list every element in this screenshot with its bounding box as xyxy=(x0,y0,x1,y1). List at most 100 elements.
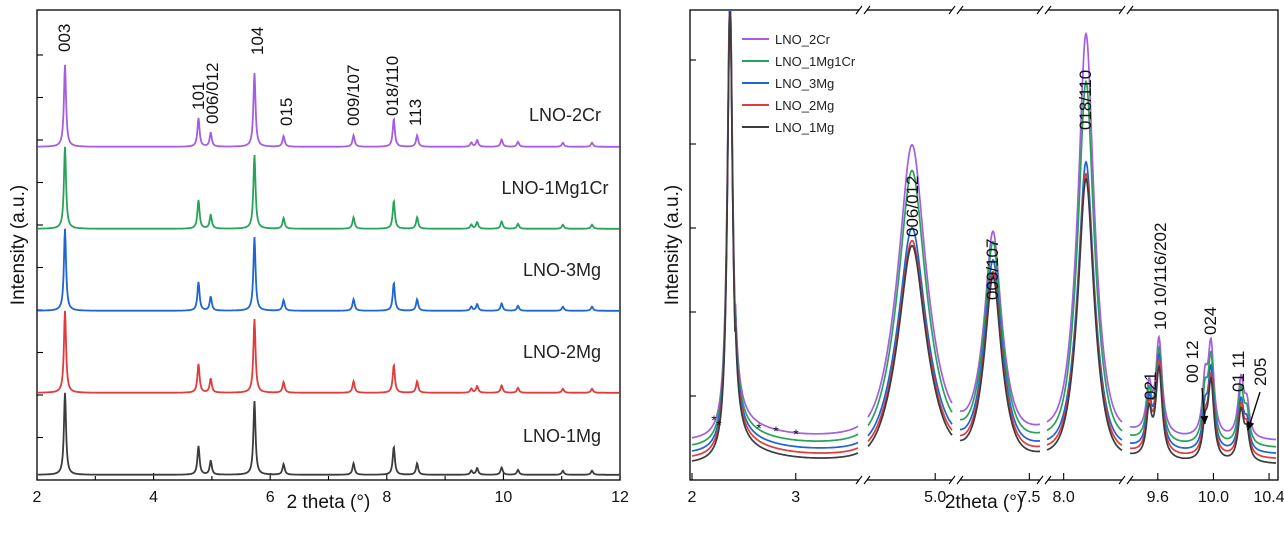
right-series-line xyxy=(959,275,1040,453)
axis-break-gap xyxy=(1122,7,1130,13)
axis-break-gap xyxy=(1040,7,1048,13)
impurity-asterisk: * xyxy=(716,417,722,433)
right-series-line xyxy=(1046,160,1123,441)
right-x-tick-label: 7.5 xyxy=(1018,489,1040,506)
right-panel: 2 3 5.0 7.5 8.0 9.6 10.0 10.4 2theta (°) Intensit… xyxy=(662,5,1284,513)
right-x-tick-label: 2 xyxy=(688,489,697,506)
axis-break-mark xyxy=(1118,475,1126,485)
left-y-axis-title: Intensity (a.u.) xyxy=(8,185,29,305)
left-peak-label: 006/012 xyxy=(203,63,222,124)
right-peak-label: 018/110 xyxy=(1076,70,1095,130)
left-peak-label: 003 xyxy=(55,24,74,52)
right-legend: LNO_2Cr LNO_1Mg1Cr LNO_3Mg LNO_2Mg LNO_1Mg xyxy=(742,32,856,135)
axis-break-mark xyxy=(863,5,871,15)
right-series-line xyxy=(959,240,1040,434)
axis-break-gap xyxy=(1040,477,1048,483)
right-series-line xyxy=(691,10,859,462)
axis-break-mark xyxy=(1044,475,1052,485)
axis-break-mark xyxy=(1036,475,1044,485)
right-series-line xyxy=(1129,363,1277,464)
axis-break-mark xyxy=(1126,5,1134,15)
right-peak-label: 00 12 xyxy=(1183,340,1202,383)
left-peak-label: 113 xyxy=(406,99,425,126)
right-series-line xyxy=(867,169,953,427)
left-x-axis-title: 2 theta (°) xyxy=(287,492,371,513)
left-sample-label: LNO-2Cr xyxy=(529,105,601,125)
left-series-line xyxy=(38,64,619,148)
right-x-tick-label: 8.0 xyxy=(1053,489,1075,506)
left-plot-frame xyxy=(36,9,621,481)
impurity-asterisk: * xyxy=(773,423,779,439)
right-series-line xyxy=(867,239,953,443)
right-plot-frame xyxy=(689,9,1279,481)
right-series-line xyxy=(1046,177,1123,452)
right-x-tick-label: 10.0 xyxy=(1198,489,1229,506)
right-x-tick-label: 10.4 xyxy=(1253,489,1284,506)
left-x-tick-label: 6 xyxy=(266,489,275,506)
axis-break-gap xyxy=(952,477,960,483)
right-series-line xyxy=(867,244,953,448)
left-peak-label: 101 xyxy=(189,82,208,110)
axis-break-mark xyxy=(956,5,964,15)
left-x-tick-label: 10 xyxy=(495,489,513,506)
left-series-line xyxy=(38,146,619,230)
left-peak-label: 104 xyxy=(248,27,267,55)
left-series-line xyxy=(38,228,619,312)
axis-break-gap xyxy=(952,7,960,13)
annotation-arrow-head xyxy=(1246,421,1255,430)
left-x-tick-label: 2 xyxy=(33,489,42,506)
right-x-tick-label: 9.6 xyxy=(1147,489,1169,506)
left-x-tick-label: 12 xyxy=(611,489,629,506)
left-peak-label: 018/110 xyxy=(383,56,402,116)
right-peak-label: 205 xyxy=(1251,358,1270,386)
right-x-tick-label: 5.0 xyxy=(924,489,946,506)
axis-break-mark xyxy=(1036,5,1044,15)
legend-label: LNO_2Mg xyxy=(775,98,834,113)
left-x-tick-label: 4 xyxy=(149,489,158,506)
left-sample-label: LNO-1Mg xyxy=(523,426,601,446)
left-sample-label: LNO-2Mg xyxy=(523,342,601,362)
legend-label: LNO_3Mg xyxy=(775,76,834,91)
axis-break-mark xyxy=(855,5,863,15)
axis-break-mark xyxy=(1118,5,1126,15)
axis-break-mark xyxy=(1044,5,1052,15)
axis-break-mark xyxy=(855,475,863,485)
left-x-tick-label: 8 xyxy=(382,489,391,506)
axis-break-mark xyxy=(863,475,871,485)
right-series-line xyxy=(1046,31,1123,423)
left-series-line xyxy=(38,392,619,476)
axis-break-mark xyxy=(948,5,956,15)
axis-break-mark xyxy=(1126,475,1134,485)
right-peak-label: 006/012 xyxy=(903,176,922,237)
right-series-line xyxy=(1046,79,1123,432)
right-series-line xyxy=(867,226,953,437)
axis-break-gap xyxy=(859,7,867,13)
legend-label: LNO_2Cr xyxy=(775,32,831,47)
axis-break-mark xyxy=(948,475,956,485)
left-sample-label: LNO-1Mg1Cr xyxy=(501,178,608,198)
left-sample-label: LNO-3Mg xyxy=(523,260,601,280)
legend-label: LNO_1Mg1Cr xyxy=(775,54,856,69)
right-x-tick-label: 3 xyxy=(791,489,800,506)
left-panel: 2 4 6 8 10 12 2 theta (°) Intensity (a.u.) LNO-2… xyxy=(8,9,629,513)
right-y-axis-title: Intensity (a.u.) xyxy=(662,185,683,305)
right-peak-label: 021 xyxy=(1141,372,1160,400)
left-series-line xyxy=(38,310,619,394)
right-series-line xyxy=(867,143,953,418)
axis-break-mark xyxy=(956,475,964,485)
right-peak-label: 01 11 xyxy=(1229,351,1248,392)
annotation-arrow-head xyxy=(1200,415,1209,424)
impurity-asterisk: * xyxy=(756,420,762,436)
right-peak-label: 10 10/116/202 xyxy=(1151,223,1170,330)
right-x-axis-title: 2theta (°) xyxy=(945,492,1023,513)
right-series-line xyxy=(691,10,859,439)
axis-break-gap xyxy=(1122,477,1130,483)
axis-break-gap xyxy=(859,477,867,483)
legend-label: LNO_1Mg xyxy=(775,120,834,135)
left-peak-label: 015 xyxy=(277,98,296,126)
impurity-asterisk: * xyxy=(711,412,717,428)
right-peak-label: 009/107 xyxy=(983,239,1002,300)
right-peak-label: 024 xyxy=(1201,307,1220,335)
